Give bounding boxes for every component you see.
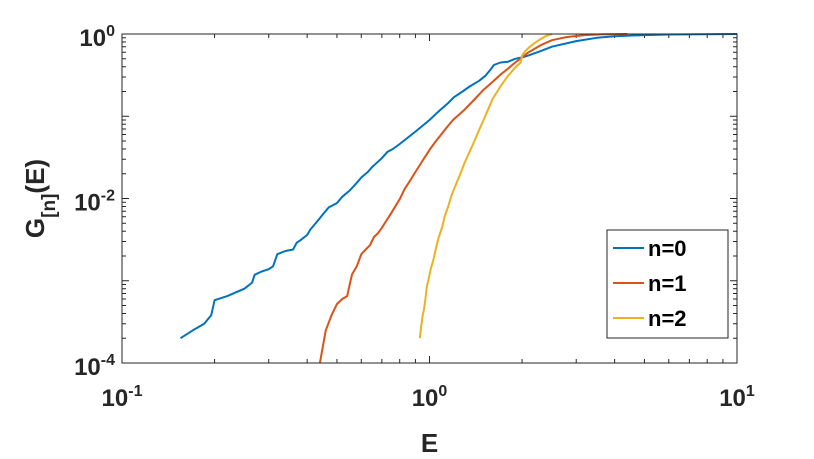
y-axis-label-e: (E) xyxy=(20,159,50,194)
x-tick-label: 101 xyxy=(719,383,755,412)
plot-frame xyxy=(121,33,738,364)
x-tick-label: 100 xyxy=(412,383,448,412)
legend-label: n=2 xyxy=(648,306,687,331)
tick-marks xyxy=(121,33,738,364)
y-axis-label-sub: [n] xyxy=(39,194,60,218)
series-lines xyxy=(179,33,737,364)
y-tick-label: 10-4 xyxy=(74,352,115,381)
legend-label: n=0 xyxy=(648,236,687,261)
series-line-n=2 xyxy=(418,33,553,339)
y-axis-label-g: G xyxy=(20,218,50,238)
x-tick-label: 10-1 xyxy=(102,383,143,412)
legend-label: n=1 xyxy=(648,271,687,296)
y-tick-label: 10-2 xyxy=(74,188,115,217)
x-axis-label: E xyxy=(421,428,438,458)
y-tick-label: 100 xyxy=(79,23,115,52)
y-axis-label: G[n](E) xyxy=(20,159,60,238)
tick-labels: 10-1 100 101 10-4 10-2 100 xyxy=(74,23,755,412)
legend: n=0 n=1 n=2 xyxy=(606,229,729,339)
svg-text:G[n](E): G[n](E) xyxy=(20,159,60,238)
